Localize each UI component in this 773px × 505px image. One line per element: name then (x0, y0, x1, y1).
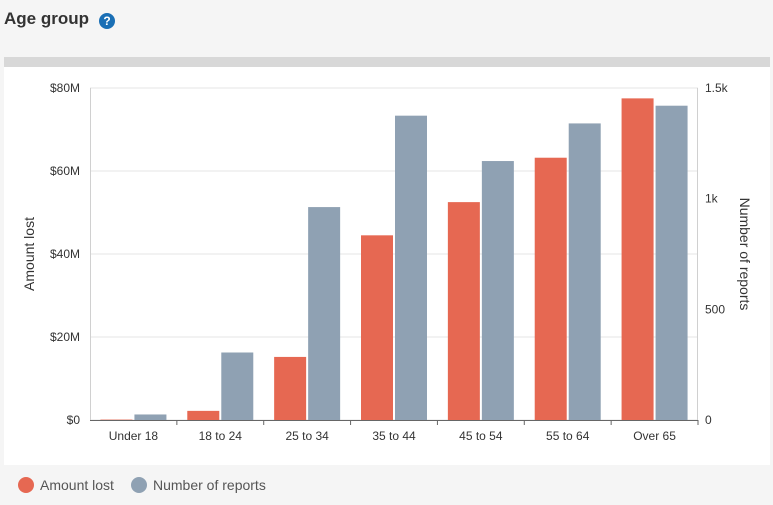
y-tick-label-left: $40M (50, 247, 80, 261)
y-tick-label-left: $80M (50, 81, 80, 95)
legend-swatch-number-of-reports (131, 477, 147, 493)
y-tick-label-left: $20M (50, 330, 80, 344)
y-tick-label-left: $0 (67, 413, 81, 427)
help-icon[interactable]: ? (99, 13, 115, 29)
bar-amount-lost (361, 235, 393, 420)
x-tick-label: 25 to 34 (285, 429, 329, 443)
bar-number-of-reports (221, 352, 254, 420)
y-tick-label-right: 1.5k (705, 81, 729, 95)
x-tick-label: Under 18 (109, 429, 159, 443)
bar-chart: $0 $20M $40M $60M $80M 0 500 1k 1.5k Under 18 18 t… (21, 81, 753, 443)
x-tick-label: 35 to 44 (372, 429, 416, 443)
page-title: Age group (4, 9, 89, 28)
bar-number-of-reports (481, 161, 514, 420)
x-tick-label: 45 to 54 (459, 429, 503, 443)
axes: $0 $20M $40M $60M $80M 0 500 1k 1.5k Under 18 18 t… (21, 81, 753, 443)
panel-top-bar (4, 57, 770, 67)
y-tick-label-right: 0 (705, 413, 712, 427)
y-tick-label-right: 500 (705, 302, 725, 316)
bar-number-of-reports (395, 115, 427, 420)
y-tick-label-left: $60M (50, 164, 80, 178)
y-tick-label-right: 1k (705, 192, 719, 206)
bar-number-of-reports (568, 123, 601, 420)
chart-header: Age group ? (0, 0, 773, 57)
bar-number-of-reports (134, 414, 167, 420)
gridlines (90, 87, 698, 421)
x-tick-label: 55 to 64 (546, 429, 590, 443)
bar-amount-lost (274, 356, 307, 420)
bar-amount-lost (621, 98, 654, 420)
bar-number-of-reports (655, 105, 688, 420)
bars (100, 98, 688, 420)
x-tick-label: Over 65 (633, 429, 676, 443)
y-axis-title-right: Number of reports (737, 198, 753, 311)
legend-swatch-amount-lost (18, 477, 34, 493)
bar-amount-lost (447, 202, 480, 420)
y-axis-title-left: Amount lost (21, 217, 37, 291)
chart-legend: Amount lost Number of reports (4, 465, 770, 505)
bar-amount-lost (534, 157, 567, 420)
legend-label-amount-lost: Amount lost (40, 477, 114, 493)
legend-label-number-of-reports: Number of reports (153, 477, 266, 493)
x-tick-label: 18 to 24 (199, 429, 243, 443)
bar-number-of-reports (308, 207, 341, 420)
chart-panel: $0 $20M $40M $60M $80M 0 500 1k 1.5k Under 18 18 t… (4, 67, 770, 465)
bar-amount-lost (187, 410, 220, 420)
